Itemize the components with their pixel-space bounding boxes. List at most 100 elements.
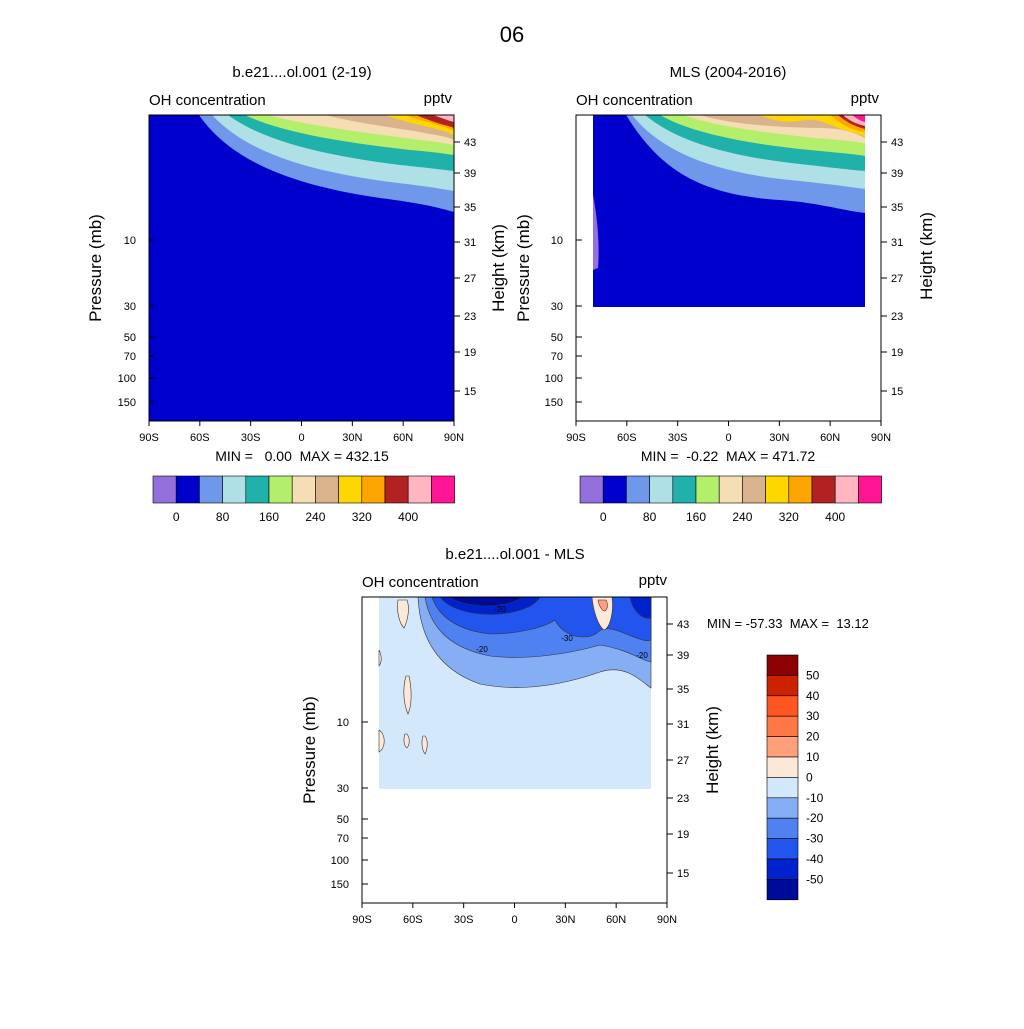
y-axis-right: 43 39 35 31 27 23 19 15 xyxy=(454,137,476,398)
panel-model: b.e21....ol.001 (2-19) OH concentration … xyxy=(86,64,508,524)
colorbar-box xyxy=(766,797,799,819)
x-tick-label: 60S xyxy=(403,914,423,926)
y-axis-label-right: Height (km) xyxy=(917,212,936,300)
y-tick-right-label: 27 xyxy=(891,273,903,285)
colorbar-label: -20 xyxy=(806,811,824,825)
x-tick-label: 0 xyxy=(725,432,731,444)
colorbar-box xyxy=(766,817,799,839)
panel-title: b.e21....ol.001 - MLS xyxy=(445,546,584,563)
colorbar-box xyxy=(766,858,799,880)
y-tick-label: 100 xyxy=(118,373,136,385)
x-tick-label: 30N xyxy=(342,432,362,444)
y-axis-label: Pressure (mb) xyxy=(300,696,319,804)
y-tick-right-label: 27 xyxy=(677,755,689,767)
colorbar-box xyxy=(602,475,627,504)
y-tick-right-label: 43 xyxy=(464,137,476,149)
y-tick-right-label: 35 xyxy=(677,684,689,696)
y-tick-label: 70 xyxy=(337,833,349,845)
y-tick-right-label: 15 xyxy=(891,386,903,398)
colorbar-label: 320 xyxy=(352,510,372,524)
y-tick-label: 50 xyxy=(337,814,349,826)
y-tick-right-label: 15 xyxy=(677,868,689,880)
colorbar-box xyxy=(649,475,674,504)
y-tick-right-label: 19 xyxy=(677,829,689,841)
colorbar-box xyxy=(834,475,859,504)
panel-subtitle-left: OH concentration xyxy=(576,92,693,109)
colorbar-box xyxy=(245,475,270,504)
colorbar-box xyxy=(766,715,799,737)
y-tick-right-label: 19 xyxy=(891,347,903,359)
colorbar-box xyxy=(766,675,799,697)
x-tick-label: 60S xyxy=(617,432,637,444)
contour-fill-m40b xyxy=(629,596,652,619)
min-max-label: MIN = -57.33 MAX = 13.12 xyxy=(707,616,869,631)
colorbar-label: 320 xyxy=(779,510,799,524)
x-tick-label: 90S xyxy=(566,432,586,444)
figure-title: 06 xyxy=(500,22,524,47)
x-tick-label: 30S xyxy=(454,914,474,926)
x-tick-label: 30S xyxy=(241,432,261,444)
colorbar-box xyxy=(858,475,882,504)
contour-fill-p10d xyxy=(378,649,382,667)
x-axis: 90S 60S 30S 0 30N 60N 90N xyxy=(352,903,677,926)
y-tick-label: 50 xyxy=(551,332,563,344)
y-axis-label-right: Height (km) xyxy=(703,706,722,794)
x-tick-label: 60S xyxy=(190,432,210,444)
colorbar-box xyxy=(291,475,316,504)
plot-area xyxy=(575,114,882,422)
colorbar-box xyxy=(766,838,799,860)
colorbar-box xyxy=(788,475,813,504)
y-axis-left: 10 30 50 70 100 150 xyxy=(545,235,582,409)
y-tick-right-label: 43 xyxy=(891,137,903,149)
y-tick-right-label: 31 xyxy=(464,237,476,249)
y-axis-right: 43 39 35 31 27 23 19 15 xyxy=(667,619,689,880)
x-tick-label: 90S xyxy=(139,432,159,444)
x-tick-label: 30N xyxy=(555,914,575,926)
panel-subtitle-right: pptv xyxy=(639,572,668,589)
contour-label: -30 xyxy=(561,634,573,643)
plot-area xyxy=(148,114,455,422)
y-tick-label: 30 xyxy=(551,301,563,313)
x-tick-label: 0 xyxy=(511,914,517,926)
colorbar-label: 80 xyxy=(643,510,657,524)
colorbar-label: 0 xyxy=(173,510,180,524)
y-tick-right-label: 23 xyxy=(464,311,476,323)
y-tick-label: 150 xyxy=(331,879,349,891)
y-axis-left: 10 30 50 70 100 150 xyxy=(331,717,368,891)
y-tick-label: 30 xyxy=(124,301,136,313)
y-tick-label: 30 xyxy=(337,783,349,795)
colorbar-label: -30 xyxy=(806,832,824,846)
contour-fill-m50 xyxy=(449,596,523,607)
y-tick-label: 50 xyxy=(124,332,136,344)
x-tick-label: 30N xyxy=(769,432,789,444)
y-tick-right-label: 31 xyxy=(891,237,903,249)
x-tick-label: 0 xyxy=(298,432,304,444)
colorbar-box xyxy=(742,475,766,504)
colorbar-label: 10 xyxy=(806,750,820,764)
colorbar-box xyxy=(718,475,743,504)
colorbar-label: 240 xyxy=(305,510,325,524)
colorbar-box xyxy=(315,475,339,504)
y-tick-label: 150 xyxy=(118,397,136,409)
colorbar-box xyxy=(338,475,363,504)
colorbar-box xyxy=(766,736,799,758)
y-tick-label: 10 xyxy=(337,717,349,729)
colorbar-box xyxy=(199,475,223,504)
colorbar-label: 0 xyxy=(806,770,813,784)
panel-difference: b.e21....ol.001 - MLS OH concentration p… xyxy=(300,546,869,926)
panel-mls: MLS (2004-2016) OH concentration pptv Pr… xyxy=(514,64,936,524)
y-tick-label: 10 xyxy=(124,235,136,247)
colorbar-label: 50 xyxy=(806,668,820,682)
x-tick-label: 60N xyxy=(820,432,840,444)
colorbar: 0 80 160 240 320 400 xyxy=(579,475,882,524)
colorbar-box xyxy=(766,777,799,799)
contour-label: -20 xyxy=(636,651,648,660)
colorbar-box xyxy=(152,475,177,504)
colorbar-box xyxy=(268,475,293,504)
colorbar-label: -10 xyxy=(806,791,824,805)
panel-subtitle-left: OH concentration xyxy=(149,92,266,109)
x-tick-label: 60N xyxy=(606,914,626,926)
y-tick-label: 100 xyxy=(331,855,349,867)
